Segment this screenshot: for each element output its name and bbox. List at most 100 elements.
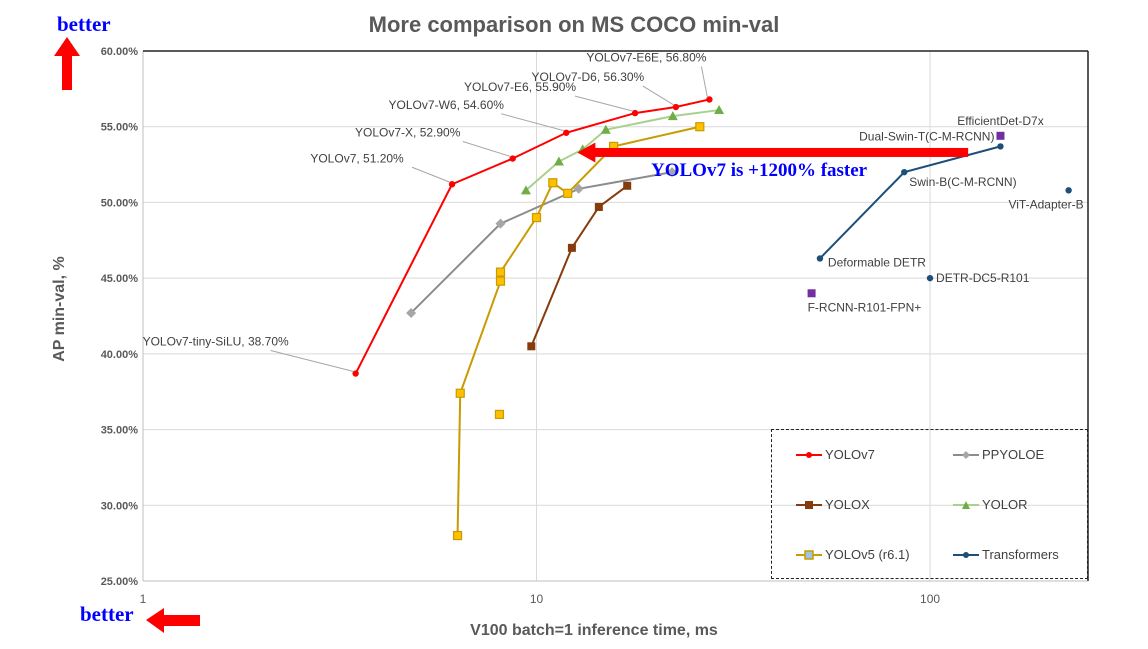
legend-label: YOLOv5 (r6.1) — [825, 547, 910, 562]
data-point-yolov5-r6-1 — [548, 178, 558, 188]
data-point-yolor — [667, 111, 678, 121]
y-tick-label: 45.00% — [101, 273, 139, 285]
data-point-efficientdet-d7x — [996, 131, 1005, 140]
better-up-label: better — [57, 12, 111, 36]
data-label: YOLOv7-X, 52.90% — [355, 126, 461, 140]
data-point-transformers — [901, 168, 908, 176]
data-point-yolov5-r6-1 — [452, 530, 463, 541]
legend-item-ppyoloe: PPYOLOE — [953, 447, 1044, 462]
label-leader-line — [270, 350, 354, 373]
chart-title: More comparison on MS COCO min-val — [368, 12, 780, 37]
legend-item-yolov7: YOLOv7 — [796, 447, 875, 462]
legend-marker-transformers — [953, 551, 979, 558]
legend-label: YOLOv7 — [825, 447, 875, 462]
data-point-yolov5-r6-1 — [494, 409, 505, 420]
data-label: Swin-B(C-M-RCNN) — [909, 175, 1016, 189]
data-point-yolov7 — [509, 155, 516, 162]
legend-marker-yolov5 — [796, 549, 822, 560]
data-label: YOLOv7-tiny-SiLU, 38.70% — [143, 335, 289, 349]
series-line-yolov7 — [354, 98, 710, 374]
data-point-yolov5-r6-1 — [695, 122, 705, 132]
data-point-yolor — [600, 124, 611, 134]
data-label: EfficientDet-D7x — [957, 114, 1043, 128]
label-leader-line — [501, 113, 565, 132]
data-label: YOLOv7-W6, 54.60% — [389, 98, 505, 112]
up-arrow-icon — [54, 37, 80, 90]
data-point-yolov5-r6-1 — [563, 188, 573, 198]
left-arrow-icon — [146, 608, 200, 633]
legend-item-yolov5: YOLOv5 (r6.1) — [796, 547, 910, 562]
legend-label: YOLOX — [825, 497, 870, 512]
y-tick-label: 50.00% — [101, 197, 139, 209]
data-point-yolor — [553, 156, 564, 166]
data-point-vit-adapter-b — [1065, 187, 1072, 194]
data-point-yolov7 — [631, 109, 639, 117]
series-line-yolor — [525, 109, 720, 192]
legend-item-yolor: YOLOR — [953, 497, 1028, 512]
data-point-transformers — [997, 143, 1004, 150]
data-label: YOLOv7-E6, 55.90% — [464, 80, 576, 94]
legend-label: Transformers — [982, 547, 1059, 562]
data-label: F-RCNN-R101-FPN+ — [808, 300, 922, 314]
data-point-ppyoloe — [406, 307, 417, 318]
data-label: YOLOv7, 51.20% — [310, 151, 404, 165]
legend: YOLOv7 PPYOLOE YOLOX YOLOR YOLOv5 (r6.1)… — [771, 429, 1088, 579]
data-point-yolor — [714, 105, 725, 115]
data-point-yolov5-r6-1 — [495, 276, 506, 286]
data-point-transformers — [816, 255, 824, 262]
data-label: YOLOv7-D6, 56.30% — [532, 70, 645, 84]
legend-item-transformers: Transformers — [953, 547, 1059, 562]
data-point-f-rcnn-r101-fpn- — [807, 289, 816, 298]
x-tick-label: 100 — [920, 592, 940, 606]
data-point-yolov7 — [672, 103, 680, 111]
y-tick-label: 25.00% — [101, 576, 139, 588]
y-tick-label: 55.00% — [101, 122, 139, 134]
annotation-text: YOLOv7 is +1200% faster — [651, 160, 868, 181]
y-tick-label: 40.00% — [101, 349, 139, 361]
legend-label: PPYOLOE — [982, 447, 1045, 462]
legend-marker-yolox — [796, 500, 822, 509]
data-point-ppyoloe — [573, 183, 584, 194]
data-point-yolov7 — [448, 181, 456, 188]
x-tick-label: 10 — [530, 592, 544, 606]
annotation-arrow-shaft — [591, 147, 969, 157]
label-leader-line — [574, 95, 634, 112]
data-point-yolov7 — [563, 129, 570, 136]
x-axis-label: V100 batch=1 inference time, ms — [470, 622, 718, 639]
label-leader-line — [411, 166, 451, 183]
data-point-detr-dc5-r101 — [926, 274, 934, 282]
data-label: ViT-Adapter-B — [1008, 197, 1083, 211]
legend-marker-yolor — [953, 500, 979, 509]
series-line-ppyoloe — [410, 171, 673, 314]
y-tick-label: 30.00% — [101, 500, 139, 512]
legend-item-yolox: YOLOX — [796, 497, 870, 512]
data-point-yolor — [520, 185, 531, 195]
label-leader-line — [462, 141, 511, 157]
data-point-yolox — [594, 202, 603, 211]
series-line-yolox — [530, 184, 628, 347]
y-tick-label: 60.00% — [101, 46, 139, 58]
data-label: Deformable DETR — [828, 255, 926, 269]
data-point-yolox — [567, 243, 576, 252]
data-point-ppyoloe — [667, 167, 678, 178]
legend-marker-yolov7 — [796, 451, 822, 458]
label-leader-line — [642, 85, 675, 106]
y-tick-label: 35.00% — [101, 425, 139, 437]
better-left-label: better — [80, 602, 134, 626]
data-point-yolox — [623, 181, 632, 190]
legend-marker-ppyoloe — [953, 450, 979, 459]
legend-label: YOLOR — [982, 497, 1028, 512]
data-label: Dual-Swin-T(C-M-RCNN) — [859, 129, 994, 143]
data-point-yolov5-r6-1 — [455, 388, 465, 398]
data-point-yolov5-r6-1 — [495, 267, 506, 277]
data-label: YOLOv7-E6E, 56.80% — [586, 50, 706, 64]
data-point-yolov7 — [352, 370, 359, 377]
x-tick-label: 1 — [140, 592, 147, 606]
data-point-yolov5-r6-1 — [531, 212, 542, 223]
data-point-yolox — [527, 342, 536, 351]
data-point-yolov7 — [706, 96, 713, 103]
annotation-arrow-head — [577, 142, 596, 163]
data-label: DETR-DC5-R101 — [936, 271, 1030, 285]
data-point-ppyoloe — [495, 218, 506, 229]
